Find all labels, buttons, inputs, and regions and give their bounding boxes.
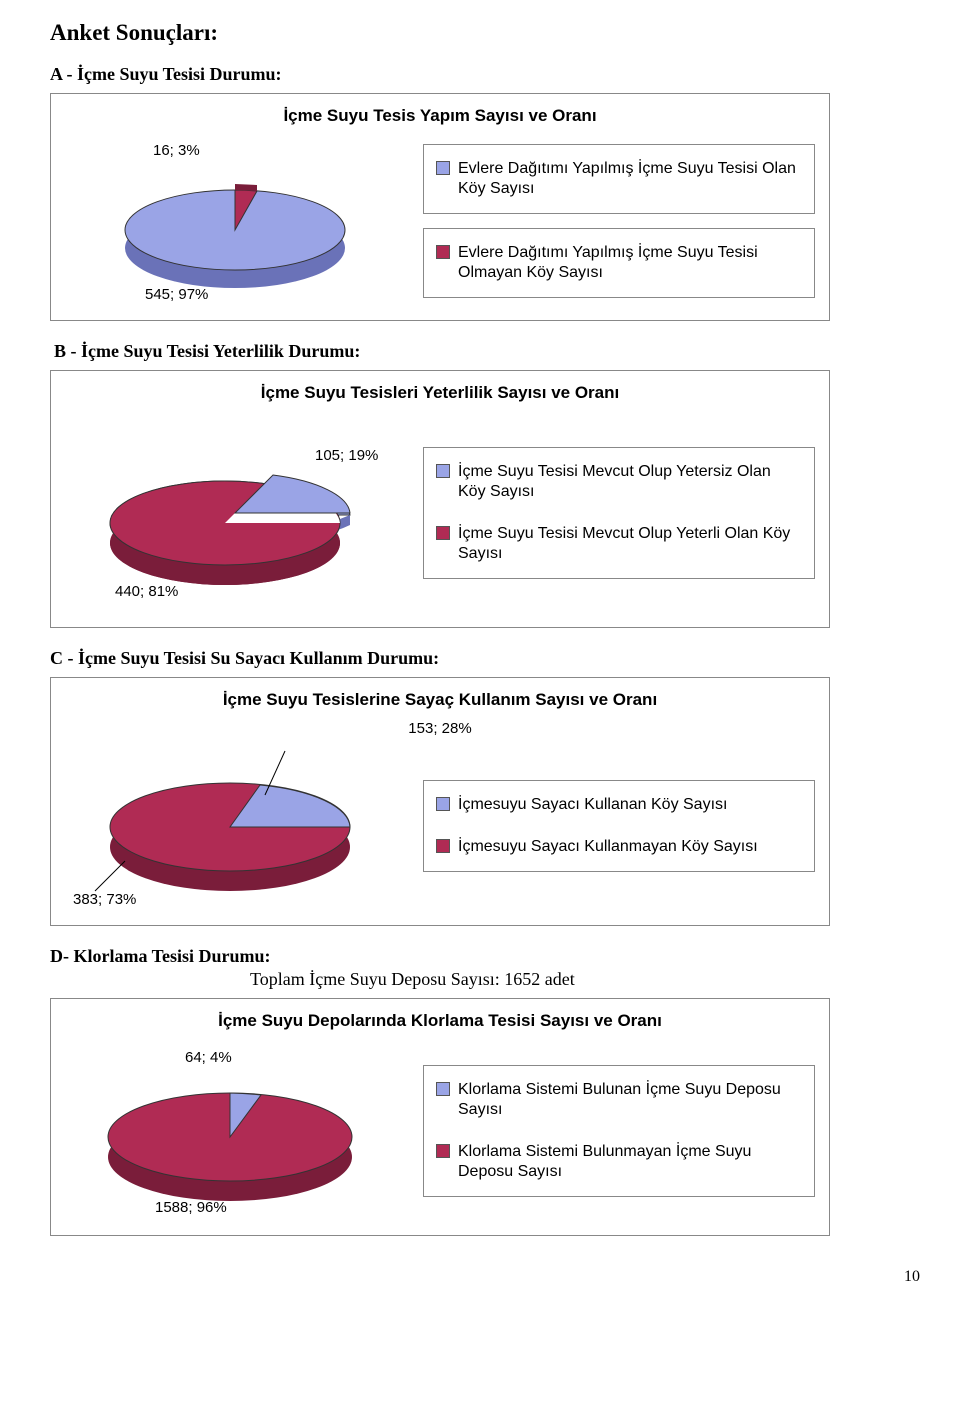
chart-a-legend-1: Evlere Dağıtımı Yapılmış İçme Suyu Tesis…: [423, 228, 815, 298]
chart-d-pie: 64; 4% 1588; 96%: [65, 1041, 405, 1221]
legend-swatch: [436, 839, 450, 853]
chart-c-pie: 383; 73%: [65, 741, 405, 911]
chart-c-box: İçme Suyu Tesislerine Sayaç Kullanım Say…: [50, 677, 830, 926]
legend-text: Evlere Dağıtımı Yapılmış İçme Suyu Tesis…: [458, 243, 802, 283]
chart-c-slice0-label: 153; 28%: [408, 720, 471, 737]
section-b-header: B - İçme Suyu Tesisi Yeterlilik Durumu:: [54, 341, 910, 362]
chart-a-box: İçme Suyu Tesis Yapım Sayısı ve Oranı 16…: [50, 93, 830, 321]
legend-text: İçme Suyu Tesisi Mevcut Olup Yeterli Ola…: [458, 524, 802, 564]
chart-b-pie: 105; 19% 440; 81%: [65, 413, 405, 613]
chart-d-slice0-label: 64; 4%: [185, 1049, 232, 1066]
page-number: 10: [904, 1268, 920, 1286]
legend-text: Evlere Dağıtımı Yapılmış İçme Suyu Tesis…: [458, 159, 802, 199]
chart-b-slice1-label: 440; 81%: [115, 583, 178, 600]
legend-swatch: [436, 1144, 450, 1158]
page-title: Anket Sonuçları:: [50, 20, 910, 46]
chart-b-legend: İçme Suyu Tesisi Mevcut Olup Yetersiz Ol…: [423, 447, 815, 579]
legend-text: İçmesuyu Sayacı Kullanmayan Köy Sayısı: [458, 837, 758, 857]
legend-swatch: [436, 161, 450, 175]
chart-d-legend: Klorlama Sistemi Bulunan İçme Suyu Depos…: [423, 1065, 815, 1197]
chart-b-slice0-label: 105; 19%: [315, 447, 378, 464]
legend-text: Klorlama Sistemi Bulunmayan İçme Suyu De…: [458, 1142, 802, 1182]
chart-c-slice1-label: 383; 73%: [73, 891, 136, 908]
chart-a-pie: 16; 3% 545; 97%: [65, 136, 405, 306]
chart-a-title: İçme Suyu Tesis Yapım Sayısı ve Oranı: [65, 106, 815, 126]
section-a-header: A - İçme Suyu Tesisi Durumu:: [50, 64, 910, 85]
legend-swatch: [436, 245, 450, 259]
chart-a-slice1-label: 545; 97%: [145, 286, 208, 303]
chart-b-box: İçme Suyu Tesisleri Yeterlilik Sayısı ve…: [50, 370, 830, 628]
chart-d-title: İçme Suyu Depolarında Klorlama Tesisi Sa…: [65, 1011, 815, 1031]
chart-c-title: İçme Suyu Tesislerine Sayaç Kullanım Say…: [65, 690, 815, 710]
section-d-header: D- Klorlama Tesisi Durumu:: [50, 946, 910, 967]
chart-d-box: İçme Suyu Depolarında Klorlama Tesisi Sa…: [50, 998, 830, 1236]
legend-text: İçmesuyu Sayacı Kullanan Köy Sayısı: [458, 795, 727, 815]
legend-swatch: [436, 1082, 450, 1096]
legend-text: Klorlama Sistemi Bulunan İçme Suyu Depos…: [458, 1080, 802, 1120]
legend-swatch: [436, 526, 450, 540]
section-d-subline: Toplam İçme Suyu Deposu Sayısı: 1652 ade…: [250, 969, 910, 990]
chart-d-slice1-label: 1588; 96%: [155, 1199, 227, 1216]
legend-swatch: [436, 797, 450, 811]
section-c-header: C - İçme Suyu Tesisi Su Sayacı Kullanım …: [50, 648, 910, 669]
chart-a-legend-0: Evlere Dağıtımı Yapılmış İçme Suyu Tesis…: [423, 144, 815, 214]
legend-swatch: [436, 464, 450, 478]
chart-c-legend: İçmesuyu Sayacı Kullanan Köy Sayısı İçme…: [423, 780, 815, 872]
chart-b-title: İçme Suyu Tesisleri Yeterlilik Sayısı ve…: [65, 383, 815, 403]
legend-text: İçme Suyu Tesisi Mevcut Olup Yetersiz Ol…: [458, 462, 802, 502]
chart-a-slice0-label: 16; 3%: [153, 142, 200, 159]
